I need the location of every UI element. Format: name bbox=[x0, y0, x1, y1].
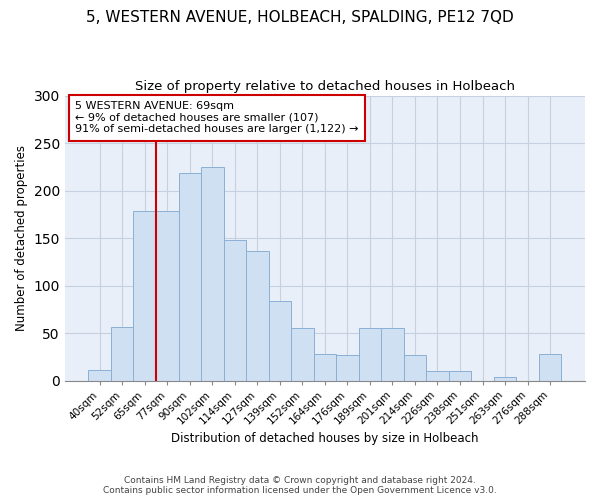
Text: Contains HM Land Registry data © Crown copyright and database right 2024.
Contai: Contains HM Land Registry data © Crown c… bbox=[103, 476, 497, 495]
Bar bbox=[449, 371, 471, 380]
Bar bbox=[359, 328, 381, 380]
Bar bbox=[111, 328, 133, 380]
Text: 5 WESTERN AVENUE: 69sqm
← 9% of detached houses are smaller (107)
91% of semi-de: 5 WESTERN AVENUE: 69sqm ← 9% of detached… bbox=[75, 102, 359, 134]
Title: Size of property relative to detached houses in Holbeach: Size of property relative to detached ho… bbox=[135, 80, 515, 93]
Bar bbox=[539, 354, 562, 380]
Bar bbox=[494, 377, 517, 380]
Bar bbox=[156, 212, 179, 380]
Bar bbox=[314, 354, 336, 380]
Bar bbox=[246, 252, 269, 380]
Bar bbox=[88, 370, 111, 380]
Bar bbox=[291, 328, 314, 380]
Bar bbox=[133, 212, 156, 380]
Bar bbox=[381, 328, 404, 380]
Y-axis label: Number of detached properties: Number of detached properties bbox=[15, 145, 28, 331]
Bar bbox=[336, 355, 359, 380]
Bar bbox=[269, 301, 291, 380]
Text: 5, WESTERN AVENUE, HOLBEACH, SPALDING, PE12 7QD: 5, WESTERN AVENUE, HOLBEACH, SPALDING, P… bbox=[86, 10, 514, 25]
Bar bbox=[201, 167, 224, 380]
Bar bbox=[179, 174, 201, 380]
Bar bbox=[404, 355, 426, 380]
Bar bbox=[224, 240, 246, 380]
X-axis label: Distribution of detached houses by size in Holbeach: Distribution of detached houses by size … bbox=[171, 432, 479, 445]
Bar bbox=[426, 371, 449, 380]
